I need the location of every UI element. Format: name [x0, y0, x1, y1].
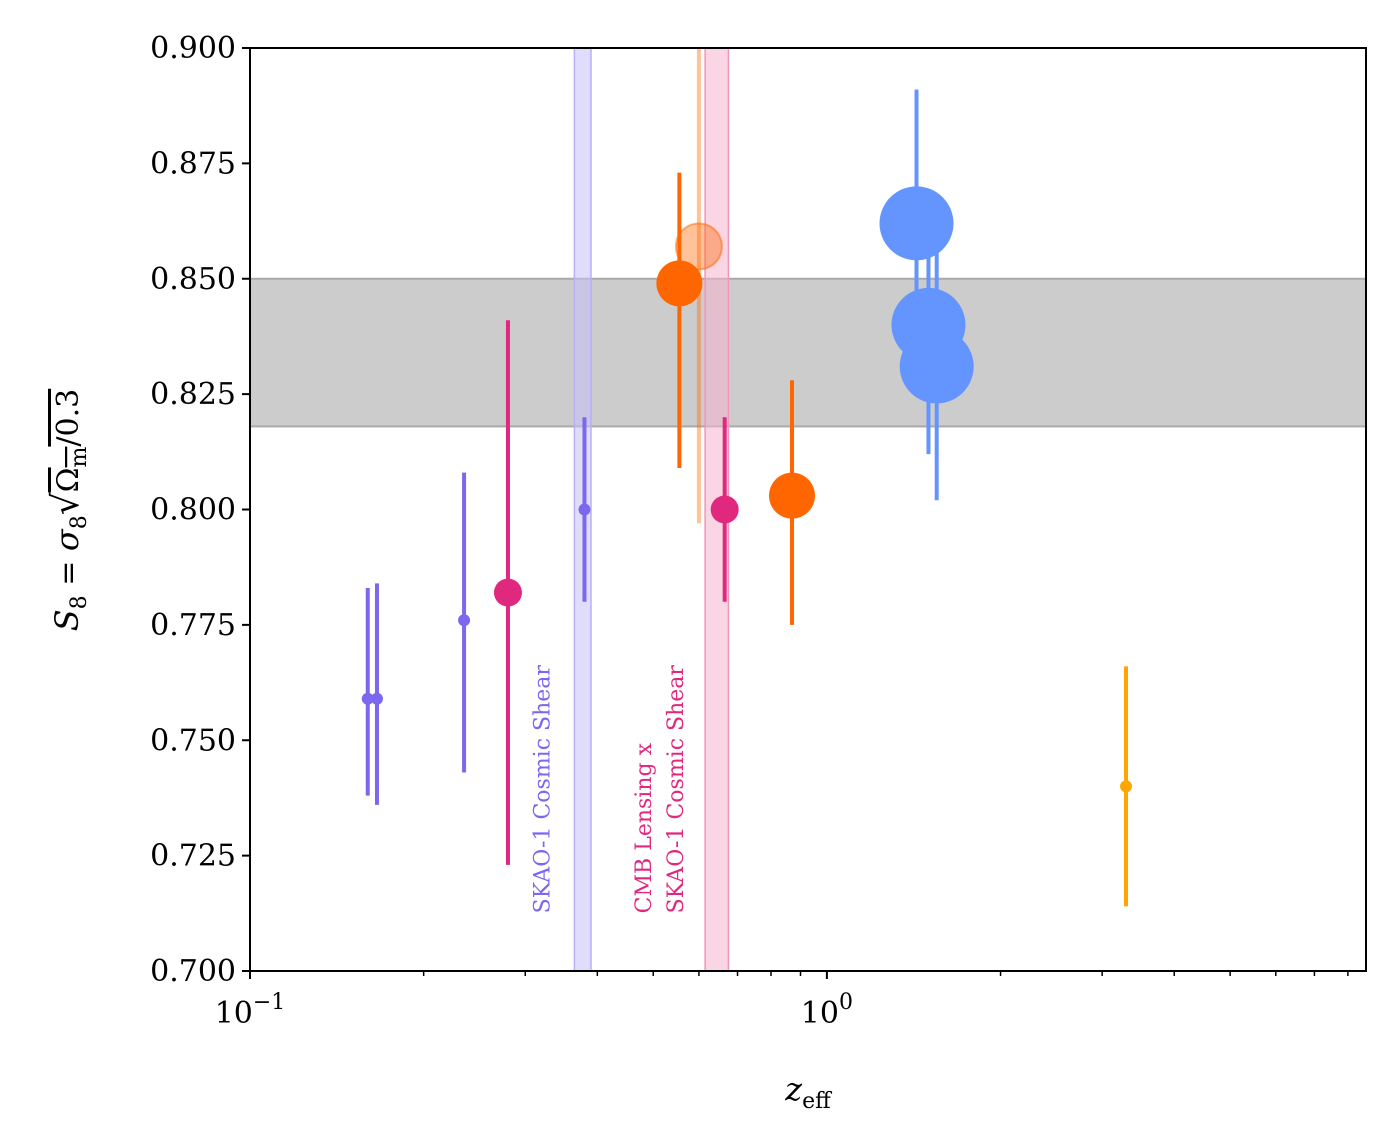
point-s2-p0: [656, 260, 703, 307]
point-s5-p0: [1120, 780, 1133, 793]
x-axis-label: zeff: [784, 1070, 832, 1114]
y-tick-label-7: 0.875: [150, 146, 236, 181]
y-tick-label-1: 0.725: [150, 839, 236, 874]
reference-band: [249, 277, 1367, 428]
y-tick-label-8: 0.900: [150, 31, 236, 66]
background-layer: SKAO-1 Cosmic Shear CMB Lensing x SKAO-1 C…: [249, 47, 1367, 972]
point-s1-p0: [493, 578, 522, 607]
y-tick-label-3: 0.775: [150, 608, 236, 643]
y-axis-label: S8 = σ8√Ωm/0.3: [46, 389, 92, 632]
point-s0-p1: [370, 692, 383, 705]
point-s0-p0: [361, 692, 374, 705]
point-s4-p2: [899, 329, 974, 404]
data-layer: [361, 48, 1133, 907]
svg-text:S8 = σ8√Ωm/0.3: S8 = σ8√Ωm/0.3: [46, 389, 92, 632]
point-s2-p1: [769, 472, 816, 519]
axis-layer: 0.700 0.725 0.750 0.775 0.800 0.825 0.850 0.875…: [150, 31, 1349, 1031]
x-tick-label-0: 10−1: [215, 990, 286, 1031]
point-s0-p2: [458, 614, 471, 627]
y-tick-label-2: 0.750: [150, 723, 236, 758]
y-tick-label-0: 0.700: [150, 954, 236, 989]
annotation-2: SKAO-1 Cosmic Shear: [664, 665, 689, 914]
annotation-1: CMB Lensing x: [632, 742, 657, 913]
point-s0-p3: [578, 503, 591, 516]
y-tick-label-6: 0.850: [150, 262, 236, 297]
y-tick-label-4: 0.800: [150, 493, 236, 528]
point-s4-p0: [879, 186, 954, 261]
point-s3-p0: [674, 222, 723, 271]
x-tick-label-1: 100: [801, 990, 853, 1031]
y-tick-label-5: 0.825: [150, 377, 236, 412]
annotation-0: SKAO-1 Cosmic Shear: [530, 665, 555, 914]
point-s1-p1: [710, 495, 739, 524]
